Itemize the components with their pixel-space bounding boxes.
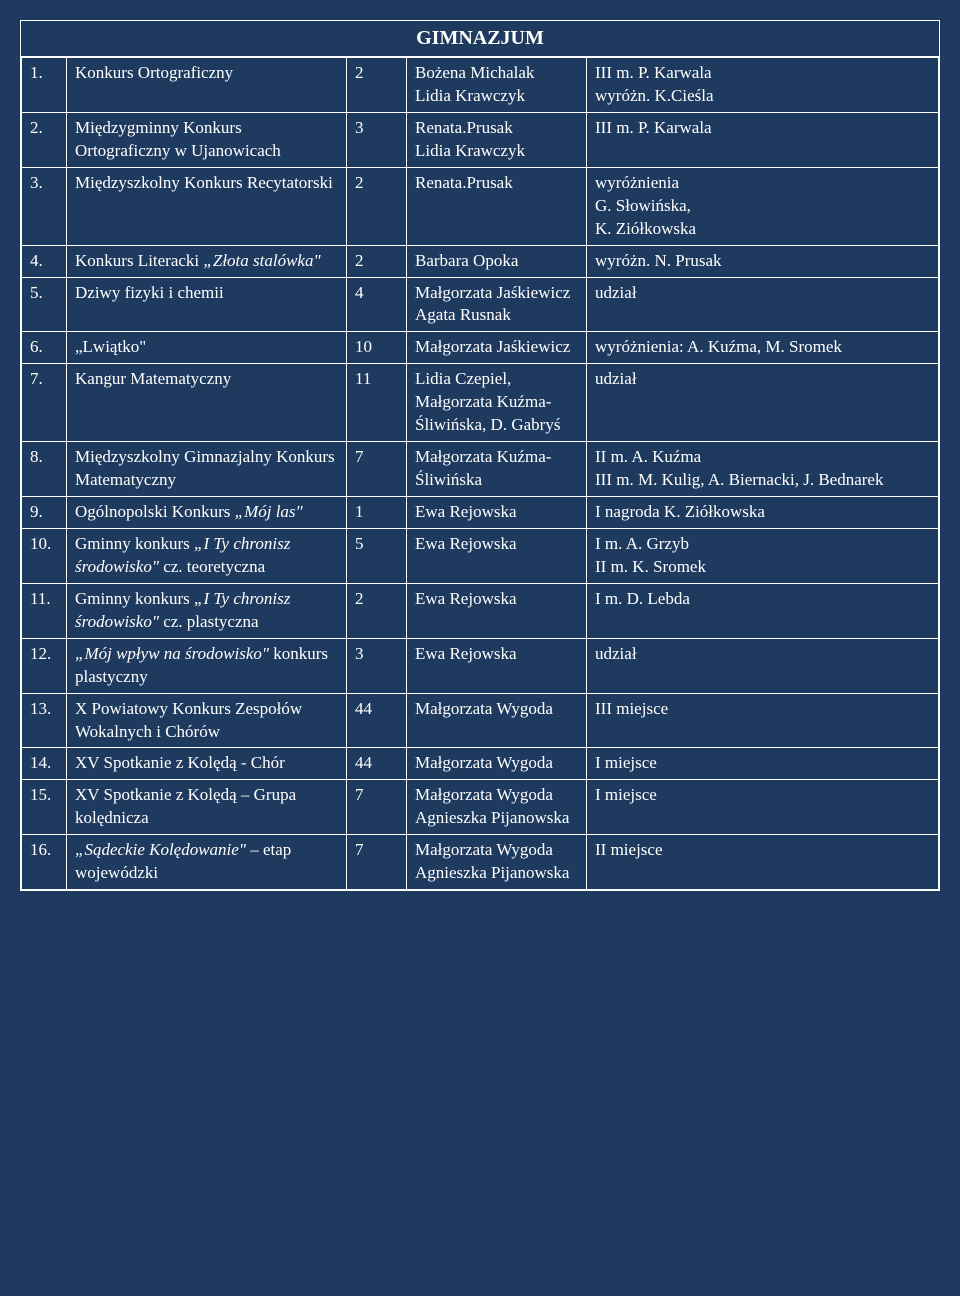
cell-name: Międzyszkolny Gimnazjalny Konkurs Matema… <box>67 442 347 497</box>
cell-count: 7 <box>347 835 407 890</box>
cell-count: 7 <box>347 442 407 497</box>
table-row: 16.„Sądeckie Kolędowanie" – etap wojewód… <box>22 835 939 890</box>
cell-result: I miejsce <box>587 780 939 835</box>
table-row: 9.Ogólnopolski Konkurs „Mój las"1Ewa Rej… <box>22 497 939 529</box>
cell-result: wyróżn. N. Prusak <box>587 245 939 277</box>
cell-people: Małgorzata Wygoda <box>407 693 587 748</box>
cell-count: 44 <box>347 748 407 780</box>
cell-num: 8. <box>22 442 67 497</box>
cell-result: I m. D. Lebda <box>587 583 939 638</box>
cell-count: 1 <box>347 497 407 529</box>
cell-count: 44 <box>347 693 407 748</box>
cell-result: I nagroda K. Ziółkowska <box>587 497 939 529</box>
cell-people: Renata.Prusak <box>407 167 587 245</box>
cell-result: I miejsce <box>587 748 939 780</box>
cell-name: Dziwy fizyki i chemii <box>67 277 347 332</box>
cell-count: 2 <box>347 58 407 113</box>
cell-people: Ewa Rejowska <box>407 497 587 529</box>
cell-name: Konkurs Ortograficzny <box>67 58 347 113</box>
table-row: 12.„Mój wpływ na środowisko" konkurs pla… <box>22 638 939 693</box>
cell-num: 13. <box>22 693 67 748</box>
table-title: GIMNAZJUM <box>21 21 939 57</box>
cell-result: wyróżnienia: A. Kuźma, M. Sromek <box>587 332 939 364</box>
cell-num: 9. <box>22 497 67 529</box>
cell-count: 10 <box>347 332 407 364</box>
cell-result: udział <box>587 364 939 442</box>
table-row: 5.Dziwy fizyki i chemii4Małgorzata Jaśki… <box>22 277 939 332</box>
cell-name: „Mój wpływ na środowisko" konkurs plasty… <box>67 638 347 693</box>
cell-people: Małgorzata Jaśkiewicz <box>407 332 587 364</box>
cell-count: 11 <box>347 364 407 442</box>
cell-name: Konkurs Literacki „Złota stalówka" <box>67 245 347 277</box>
table-row: 14.XV Spotkanie z Kolędą - Chór44Małgorz… <box>22 748 939 780</box>
cell-num: 1. <box>22 58 67 113</box>
cell-name: „Sądeckie Kolędowanie" – etap wojewódzki <box>67 835 347 890</box>
cell-people: Ewa Rejowska <box>407 583 587 638</box>
table-row: 8.Międzyszkolny Gimnazjalny Konkurs Mate… <box>22 442 939 497</box>
table-row: 15.XV Spotkanie z Kolędą – Grupa kolędni… <box>22 780 939 835</box>
cell-result: udział <box>587 277 939 332</box>
cell-result: I m. A. GrzybII m. K. Sromek <box>587 528 939 583</box>
cell-people: Małgorzata Wygoda <box>407 748 587 780</box>
table-row: 4.Konkurs Literacki „Złota stalówka"2Bar… <box>22 245 939 277</box>
cell-num: 7. <box>22 364 67 442</box>
cell-num: 2. <box>22 112 67 167</box>
cell-people: Bożena MichalakLidia Krawczyk <box>407 58 587 113</box>
cell-name: Gminny konkurs „I Ty chronisz środowisko… <box>67 583 347 638</box>
table-row: 11.Gminny konkurs „I Ty chronisz środowi… <box>22 583 939 638</box>
cell-num: 5. <box>22 277 67 332</box>
cell-people: Renata.PrusakLidia Krawczyk <box>407 112 587 167</box>
cell-result: III m. P. Karwala <box>587 112 939 167</box>
cell-num: 4. <box>22 245 67 277</box>
cell-name: Międzygminny Konkurs Ortograficzny w Uja… <box>67 112 347 167</box>
cell-people: Małgorzata WygodaAgnieszka Pijanowska <box>407 780 587 835</box>
cell-num: 3. <box>22 167 67 245</box>
cell-num: 14. <box>22 748 67 780</box>
cell-people: Ewa Rejowska <box>407 528 587 583</box>
cell-people: Lidia Czepiel, Małgorzata Kuźma-Śliwińsk… <box>407 364 587 442</box>
cell-count: 2 <box>347 245 407 277</box>
cell-count: 2 <box>347 167 407 245</box>
cell-count: 3 <box>347 638 407 693</box>
cell-name: XV Spotkanie z Kolędą - Chór <box>67 748 347 780</box>
table-row: 3.Międzyszkolny Konkurs Recytatorski2Ren… <box>22 167 939 245</box>
cell-name: Międzyszkolny Konkurs Recytatorski <box>67 167 347 245</box>
cell-people: Małgorzata WygodaAgnieszka Pijanowska <box>407 835 587 890</box>
table-container: GIMNAZJUM 1.Konkurs Ortograficzny2Bożena… <box>20 20 940 891</box>
cell-name: X Powiatowy Konkurs Zespołów Wokalnych i… <box>67 693 347 748</box>
table-row: 2.Międzygminny Konkurs Ortograficzny w U… <box>22 112 939 167</box>
cell-num: 16. <box>22 835 67 890</box>
cell-name: XV Spotkanie z Kolędą – Grupa kolędnicza <box>67 780 347 835</box>
cell-result: II miejsce <box>587 835 939 890</box>
cell-people: Małgorzata JaśkiewiczAgata Rusnak <box>407 277 587 332</box>
cell-result: III m. P. Karwalawyróżn. K.Cieśla <box>587 58 939 113</box>
cell-result: III miejsce <box>587 693 939 748</box>
cell-people: Małgorzata Kuźma-Śliwińska <box>407 442 587 497</box>
cell-count: 2 <box>347 583 407 638</box>
cell-name: „Lwiątko" <box>67 332 347 364</box>
cell-count: 7 <box>347 780 407 835</box>
cell-count: 3 <box>347 112 407 167</box>
cell-count: 5 <box>347 528 407 583</box>
cell-count: 4 <box>347 277 407 332</box>
cell-people: Ewa Rejowska <box>407 638 587 693</box>
cell-result: udział <box>587 638 939 693</box>
cell-num: 11. <box>22 583 67 638</box>
data-table: 1.Konkurs Ortograficzny2Bożena MichalakL… <box>21 57 939 890</box>
cell-num: 10. <box>22 528 67 583</box>
cell-num: 12. <box>22 638 67 693</box>
cell-name: Ogólnopolski Konkurs „Mój las" <box>67 497 347 529</box>
cell-result: wyróżnieniaG. Słowińska,K. Ziółkowska <box>587 167 939 245</box>
cell-num: 15. <box>22 780 67 835</box>
table-row: 10.Gminny konkurs „I Ty chronisz środowi… <box>22 528 939 583</box>
cell-name: Gminny konkurs „I Ty chronisz środowisko… <box>67 528 347 583</box>
table-row: 7.Kangur Matematyczny11Lidia Czepiel, Ma… <box>22 364 939 442</box>
table-row: 6.„Lwiątko"10Małgorzata Jaśkiewiczwyróżn… <box>22 332 939 364</box>
table-row: 1.Konkurs Ortograficzny2Bożena MichalakL… <box>22 58 939 113</box>
cell-result: II m. A. KuźmaIII m. M. Kulig, A. Bierna… <box>587 442 939 497</box>
cell-people: Barbara Opoka <box>407 245 587 277</box>
table-row: 13.X Powiatowy Konkurs Zespołów Wokalnyc… <box>22 693 939 748</box>
cell-num: 6. <box>22 332 67 364</box>
cell-name: Kangur Matematyczny <box>67 364 347 442</box>
